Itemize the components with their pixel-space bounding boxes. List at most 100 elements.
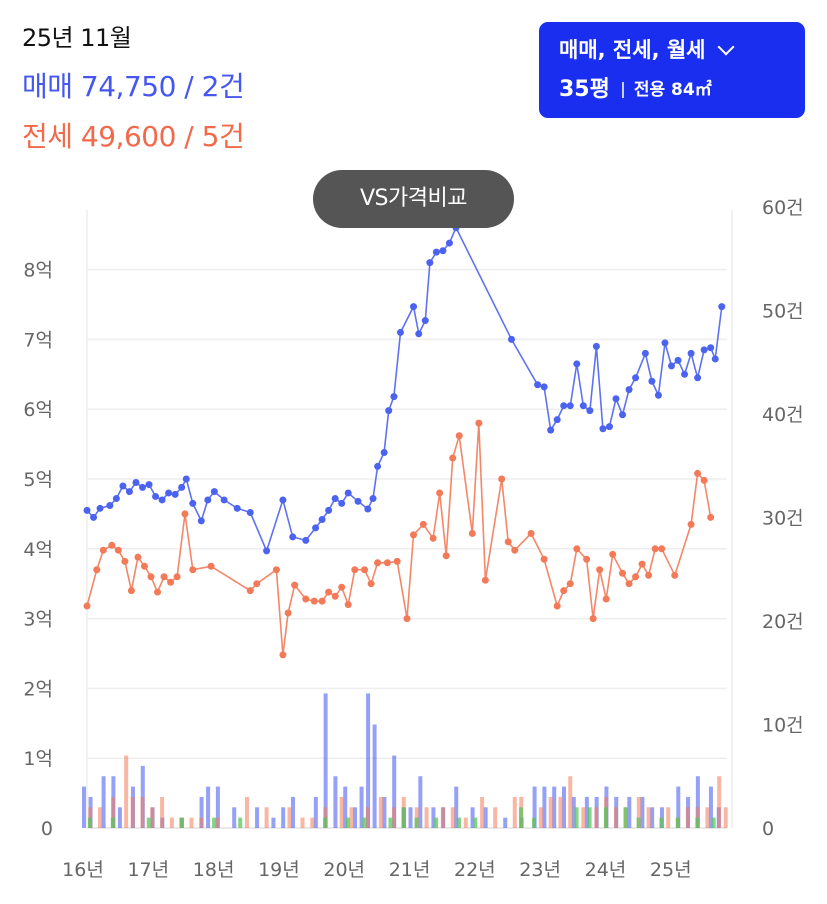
jeonse-volume-bar bbox=[581, 807, 586, 828]
sale-point bbox=[592, 342, 600, 350]
sale-point bbox=[674, 356, 682, 364]
jeonse-volume-bar bbox=[310, 817, 315, 828]
jeonse-point bbox=[573, 545, 581, 553]
jeonse-volume-bar bbox=[558, 796, 563, 828]
monthly-volume-bar bbox=[473, 817, 478, 828]
jeonse-volume-bar bbox=[111, 796, 116, 828]
jeonse-point bbox=[609, 550, 617, 558]
sale-point bbox=[289, 533, 297, 541]
sale-volume-bar bbox=[366, 693, 371, 828]
jeonse-point bbox=[638, 560, 646, 568]
sale-point bbox=[182, 475, 190, 483]
jeonse-point bbox=[207, 562, 215, 570]
y-right-tick-label: 60건 bbox=[762, 197, 804, 219]
jeonse-point bbox=[481, 576, 489, 584]
jeonse-point bbox=[351, 566, 359, 574]
sale-point bbox=[711, 355, 719, 363]
jeonse-volume-bar bbox=[705, 807, 710, 828]
chart-header: 25년 11월 매매 74,750 / 2건 전세 49,600 / 5건 bbox=[22, 18, 245, 162]
jeonse-point bbox=[596, 566, 604, 574]
sale-point bbox=[165, 489, 173, 497]
jeonse-point bbox=[284, 609, 292, 617]
y-right-tick-label: 50건 bbox=[762, 301, 804, 323]
deal-type-filter-button[interactable]: 매매, 전세, 월세 35평 전용 84㎡ bbox=[539, 22, 805, 118]
jeonse-point bbox=[527, 529, 535, 537]
sale-volume-bar bbox=[695, 776, 700, 828]
jeonse-volume-bar bbox=[150, 807, 155, 828]
sale-volume-bar bbox=[333, 776, 338, 828]
jeonse-point bbox=[475, 419, 483, 427]
jeonse-point bbox=[302, 595, 310, 603]
sale-point bbox=[625, 386, 633, 394]
sale-point bbox=[547, 426, 555, 434]
sale-volume-bar bbox=[418, 776, 423, 828]
size-label: 35평 bbox=[559, 77, 610, 102]
y-left-tick-label: 3억 bbox=[23, 609, 53, 631]
sale-volume-bar bbox=[503, 817, 508, 828]
sale-volume-bar bbox=[483, 807, 488, 828]
sale-volume-bar bbox=[708, 786, 713, 828]
jeonse-point bbox=[403, 615, 411, 623]
jeonse-volume-bar bbox=[189, 817, 194, 828]
y-right-tick-label: 40건 bbox=[762, 404, 804, 426]
sale-point bbox=[344, 489, 352, 497]
x-tick-label: 21년 bbox=[389, 859, 431, 881]
sale-point bbox=[573, 360, 581, 368]
sale-volume-bar bbox=[117, 807, 122, 828]
y-left-tick-label: 8억 bbox=[23, 260, 53, 282]
jeonse-point bbox=[338, 583, 346, 591]
monthly-volume-bar bbox=[434, 817, 439, 828]
area-label: 전용 84㎡ bbox=[633, 80, 712, 100]
sale-point bbox=[263, 547, 271, 555]
jeonse-volume-bar bbox=[378, 796, 383, 828]
jeonse-point bbox=[331, 592, 339, 600]
jeonse-point bbox=[658, 545, 666, 553]
jeonse-volume-bar bbox=[666, 807, 671, 828]
y-left-tick-label: 6억 bbox=[23, 399, 53, 421]
monthly-volume-bar bbox=[623, 807, 628, 828]
sale-point bbox=[246, 509, 254, 517]
sale-volume-bar bbox=[454, 786, 459, 828]
y-right-tick-label: 0 bbox=[762, 818, 774, 840]
jeonse-volume-bar bbox=[424, 807, 429, 828]
jeonse-point bbox=[361, 566, 369, 574]
price-lines bbox=[83, 224, 726, 659]
jeonse-point bbox=[625, 580, 633, 588]
vs-compare-button[interactable]: VS가격비교 bbox=[313, 170, 514, 228]
jeonse-point bbox=[436, 489, 444, 497]
sale-point bbox=[566, 402, 574, 410]
sale-point bbox=[390, 393, 398, 401]
sale-point bbox=[619, 411, 627, 419]
sale-point bbox=[125, 488, 133, 496]
jeonse-volume-bar bbox=[636, 796, 641, 828]
monthly-volume-bar bbox=[659, 817, 664, 828]
jeonse-volume-bar bbox=[245, 796, 249, 828]
sale-point bbox=[279, 496, 287, 504]
sale-volume-bar bbox=[255, 807, 260, 828]
monthly-volume-bar bbox=[456, 817, 461, 828]
monthly-volume-bar bbox=[519, 807, 524, 828]
jeonse-point bbox=[429, 534, 437, 542]
sale-point bbox=[540, 383, 548, 391]
jeonse-volume-bar bbox=[349, 807, 354, 828]
x-tick-label: 23년 bbox=[519, 859, 561, 881]
jeonse-point bbox=[93, 566, 101, 574]
jeonse-point bbox=[651, 545, 659, 553]
jeonse-volume-bar bbox=[493, 807, 498, 828]
y-right-tick-label: 30건 bbox=[762, 508, 804, 530]
sale-point bbox=[445, 239, 453, 247]
sale-point bbox=[507, 335, 515, 343]
sale-point bbox=[687, 349, 695, 357]
jeonse-point bbox=[553, 602, 561, 610]
sale-volume-bar bbox=[532, 786, 537, 828]
sale-volume-bar bbox=[199, 796, 204, 828]
jeonse-point bbox=[99, 546, 107, 554]
jeonse-volume-bar bbox=[463, 817, 468, 828]
sale-point bbox=[667, 362, 675, 370]
jeonse-volume-bar bbox=[594, 807, 599, 828]
jeonse-point bbox=[442, 552, 450, 560]
sale-volume-bar bbox=[640, 796, 645, 828]
jeonse-point bbox=[279, 651, 287, 659]
deal-types-label: 매매, 전세, 월세 bbox=[559, 38, 706, 62]
